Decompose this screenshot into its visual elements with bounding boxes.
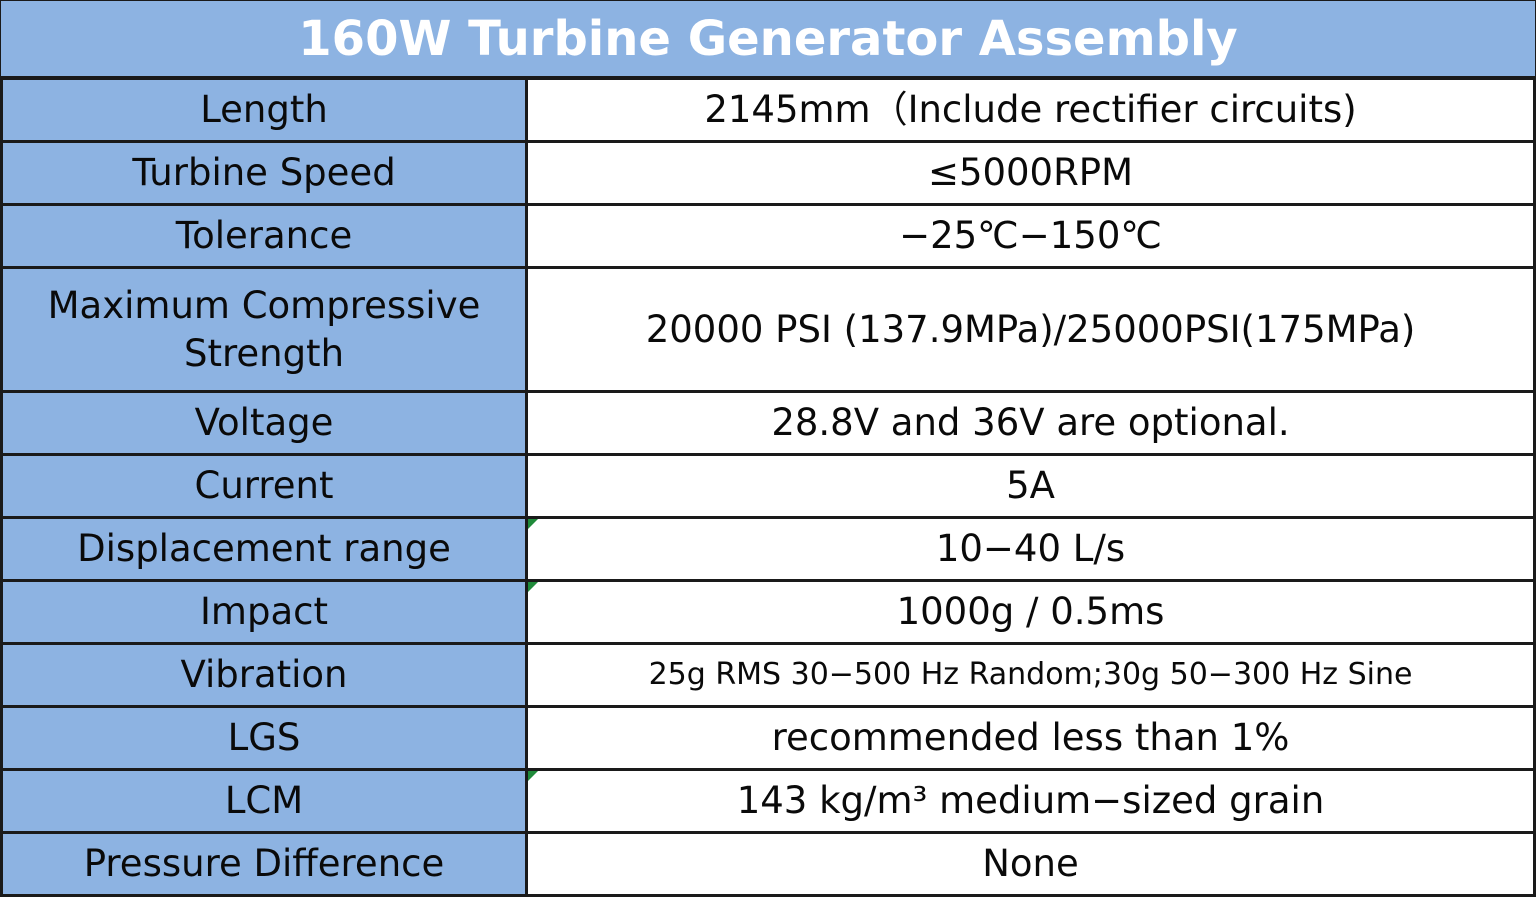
table-row: Maximum Compressive Strength 20000 PSI (… [0, 266, 1536, 393]
row-value: 28.8V and 36V are optional. [525, 390, 1536, 456]
row-label: Tolerance [0, 203, 528, 269]
table-row: Turbine Speed ≤5000RPM [0, 140, 1536, 206]
table-row: Vibration 25g RMS 30−500 Hz Random;30g 5… [0, 642, 1536, 708]
row-value: 2145mm（Include rectifier circuits) [525, 77, 1536, 143]
row-value: 20000 PSI (137.9MPa)/25000PSI(175MPa) [525, 266, 1536, 393]
cell-comment-marker-icon [529, 520, 538, 529]
row-label: LGS [0, 705, 528, 771]
table-row: LGS recommended less than 1% [0, 705, 1536, 771]
row-value: 1000g / 0.5ms [896, 590, 1165, 633]
cell-comment-marker-icon [529, 772, 538, 781]
row-value: recommended less than 1% [525, 705, 1536, 771]
row-label: Pressure Difference [0, 831, 528, 897]
table-row: Length 2145mm（Include rectifier circuits… [0, 77, 1536, 143]
cell-comment-marker-icon [529, 583, 538, 592]
row-value: None [525, 831, 1536, 897]
row-value: 25g RMS 30−500 Hz Random;30g 50−300 Hz S… [525, 642, 1536, 708]
row-value-cell: 1000g / 0.5ms [525, 579, 1536, 645]
row-value: −25℃−150℃ [525, 203, 1536, 269]
row-label: Length [0, 77, 528, 143]
table-title: 160W Turbine Generator Assembly [0, 0, 1536, 77]
table-row: Displacement range 10−40 L/s [0, 516, 1536, 582]
spec-table: Length 2145mm（Include rectifier circuits… [0, 77, 1536, 897]
table-row: Pressure Difference None [0, 831, 1536, 897]
row-value-cell: 143 kg/m³ medium−sized grain [525, 768, 1536, 834]
row-value: 5A [525, 453, 1536, 519]
table-row: Tolerance −25℃−150℃ [0, 203, 1536, 269]
table-row: Impact 1000g / 0.5ms [0, 579, 1536, 645]
table-row: LCM 143 kg/m³ medium−sized grain [0, 768, 1536, 834]
row-label: Vibration [0, 642, 528, 708]
row-value: ≤5000RPM [525, 140, 1536, 206]
row-label: Current [0, 453, 528, 519]
row-value: 10−40 L/s [935, 527, 1126, 570]
row-label: Turbine Speed [0, 140, 528, 206]
row-label: Voltage [0, 390, 528, 456]
row-label: LCM [0, 768, 528, 834]
row-value-cell: 10−40 L/s [525, 516, 1536, 582]
row-label: Maximum Compressive Strength [0, 266, 528, 393]
row-value: 143 kg/m³ medium−sized grain [736, 779, 1325, 822]
table-row: Voltage 28.8V and 36V are optional. [0, 390, 1536, 456]
row-label: Impact [0, 579, 528, 645]
table-row: Current 5A [0, 453, 1536, 519]
row-label: Displacement range [0, 516, 528, 582]
